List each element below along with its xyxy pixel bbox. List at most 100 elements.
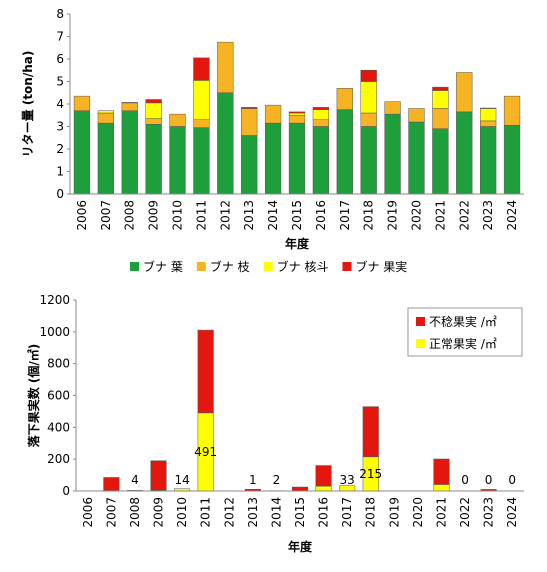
x-tick-label: 2011 (194, 200, 208, 231)
legend-label: ブナ 果実 (355, 259, 407, 274)
bar-segment (408, 121, 425, 195)
bar-segment (432, 90, 449, 109)
x-axis-label: 年度 (285, 236, 310, 251)
bar-segment (145, 102, 162, 119)
bar-segment (288, 122, 306, 195)
x-tick-label: 2021 (433, 200, 447, 231)
x-tick-label: 2006 (81, 497, 95, 528)
y-tick-label: 8 (56, 7, 64, 21)
x-tick-label: 2007 (99, 200, 113, 231)
bar-segment (336, 109, 353, 195)
y-axis-label: リター量 (ton/ha) (21, 51, 35, 158)
x-tick-label: 2008 (128, 497, 142, 528)
bar-segment (312, 109, 330, 120)
bar-segment (145, 124, 162, 195)
x-tick-label: 2016 (314, 200, 328, 231)
x-tick-label: 2023 (481, 200, 495, 231)
x-tick-label: 2024 (505, 200, 519, 231)
bar-segment (432, 86, 449, 91)
x-tick-label: 2018 (362, 200, 376, 231)
bar-segment (217, 92, 234, 195)
x-tick-label: 2019 (387, 497, 401, 528)
bar-segment (145, 99, 162, 104)
bar-segment (73, 110, 91, 195)
legend-swatch (130, 262, 139, 271)
y-tick-label: 1000 (39, 325, 70, 339)
x-tick-label: 2013 (242, 200, 256, 231)
bar-segment (193, 127, 210, 195)
y-tick-label: 400 (47, 420, 70, 434)
y-tick-label: 0 (56, 187, 64, 201)
y-tick-label: 1 (56, 165, 64, 179)
bar-segment (241, 135, 258, 195)
data-label: 4 (131, 473, 139, 487)
bar-segment (360, 112, 377, 127)
x-tick-label: 2009 (152, 497, 166, 528)
y-axis-label: 落下果実数 (個/㎡) (26, 344, 41, 448)
y-tick-label: 800 (47, 357, 70, 371)
bar-segment (312, 107, 330, 110)
y-tick-label: 0 (62, 484, 70, 498)
x-tick-label: 2006 (75, 200, 89, 231)
legend-swatch (263, 262, 273, 271)
x-tick-label: 2013 (246, 497, 260, 528)
x-tick-label: 2022 (458, 497, 472, 528)
bar-segment (336, 88, 353, 110)
x-tick-label: 2015 (293, 497, 307, 528)
x-tick-label: 2017 (338, 200, 352, 231)
legend-label: ブナ 葉 (143, 259, 183, 274)
x-tick-label: 2018 (364, 497, 378, 528)
x-tick-label: 2016 (317, 497, 331, 528)
bar-segment (384, 113, 401, 195)
bar-segment (288, 112, 306, 116)
y-tick-label: 4 (56, 97, 64, 111)
y-tick-label: 2 (56, 142, 64, 156)
x-tick-label: 2011 (199, 497, 213, 528)
x-tick-label: 2012 (218, 200, 232, 231)
legend-label: ブナ 核斗 (277, 259, 329, 274)
bar-segment (480, 126, 497, 195)
data-label: 0 (485, 473, 493, 487)
x-tick-label: 2017 (340, 497, 354, 528)
data-label: 0 (461, 473, 469, 487)
legend-label: 不稔果実 /㎡ (429, 314, 497, 329)
bar-segment (97, 122, 114, 195)
data-label: 215 (359, 467, 382, 481)
legend-label: ブナ 枝 (210, 259, 250, 274)
data-label: 491 (194, 445, 217, 459)
data-label: 14 (174, 473, 189, 487)
bar-segment (193, 80, 210, 120)
bar-segment (217, 41, 234, 93)
bar-segment (456, 111, 473, 195)
x-tick-label: 2023 (482, 497, 496, 528)
data-label: 1 (249, 473, 257, 487)
bar-segment (362, 406, 379, 458)
bar-segment (241, 107, 258, 109)
legend-swatch (416, 339, 425, 348)
bar-segment (312, 119, 330, 127)
x-tick-label: 2007 (104, 497, 118, 528)
bar-segment (291, 486, 309, 492)
bar-segment (145, 118, 162, 125)
bar-segment (384, 101, 401, 115)
x-tick-label: 2010 (175, 497, 189, 528)
legend-label: 正常果実 /㎡ (429, 336, 497, 351)
bar-segment (432, 128, 449, 195)
x-tick-label: 2020 (411, 497, 425, 528)
x-tick-label: 2024 (505, 497, 519, 528)
legend-swatch (196, 262, 206, 271)
y-tick-label: 3 (56, 120, 64, 134)
x-tick-label: 2009 (147, 200, 161, 231)
bar-segment (288, 111, 306, 114)
x-tick-label: 2014 (266, 200, 280, 231)
bar-segment (103, 477, 120, 492)
bar-segment (456, 72, 473, 113)
x-tick-label: 2020 (409, 200, 423, 231)
bar-segment (264, 122, 282, 195)
x-tick-label: 2010 (171, 200, 185, 231)
bar-segment (193, 57, 210, 81)
bar-segment (360, 70, 377, 82)
x-tick-label: 2015 (290, 200, 304, 231)
bar-segment (312, 126, 330, 195)
